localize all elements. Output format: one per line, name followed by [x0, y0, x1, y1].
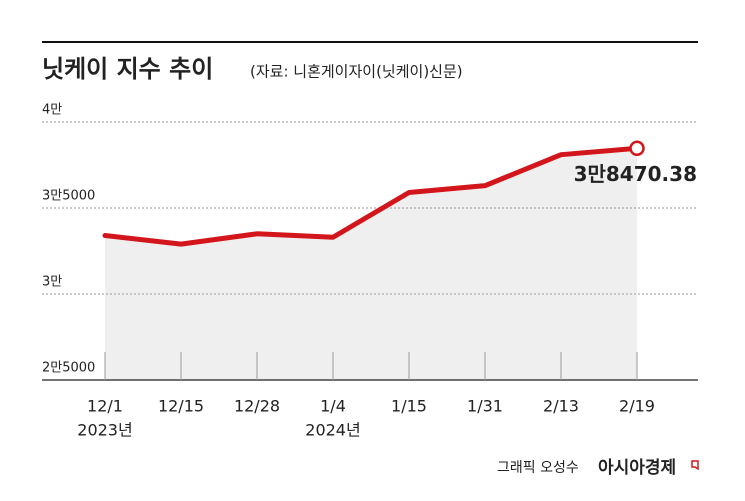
- y-tick-label: 3만: [42, 275, 62, 290]
- value-label: 3만8470.38: [574, 162, 697, 186]
- x-tick-label: 12/28: [234, 397, 280, 416]
- x-tick-label: 12/1: [87, 397, 123, 416]
- x-tick-label: 2/19: [619, 397, 655, 416]
- x-tick-label: 1/15: [391, 397, 427, 416]
- x-tick-label: 1/31: [467, 397, 503, 416]
- x-tick-label: 2/13: [543, 397, 579, 416]
- x-year-label: 2023년: [77, 421, 132, 440]
- chart-title: 닛케이 지수 추이: [42, 55, 213, 83]
- y-tick-label: 4만: [42, 103, 62, 118]
- credit: 그래픽 오성수: [497, 460, 579, 476]
- y-tick-label: 2만5000: [42, 361, 95, 376]
- area: [105, 148, 637, 380]
- x-year-label: 2024년: [305, 421, 360, 440]
- chart-subtitle: (자료: 니혼게이자이(닛케이)신문): [250, 63, 463, 81]
- brand: 아시아경제: [598, 458, 676, 478]
- brand-icon: [691, 460, 699, 471]
- x-tick-label: 1/4: [320, 397, 346, 416]
- point: [629, 140, 645, 157]
- y-tick-label: 3만5000: [42, 189, 95, 204]
- x-tick-label: 12/15: [158, 397, 204, 416]
- line: [102, 145, 640, 247]
